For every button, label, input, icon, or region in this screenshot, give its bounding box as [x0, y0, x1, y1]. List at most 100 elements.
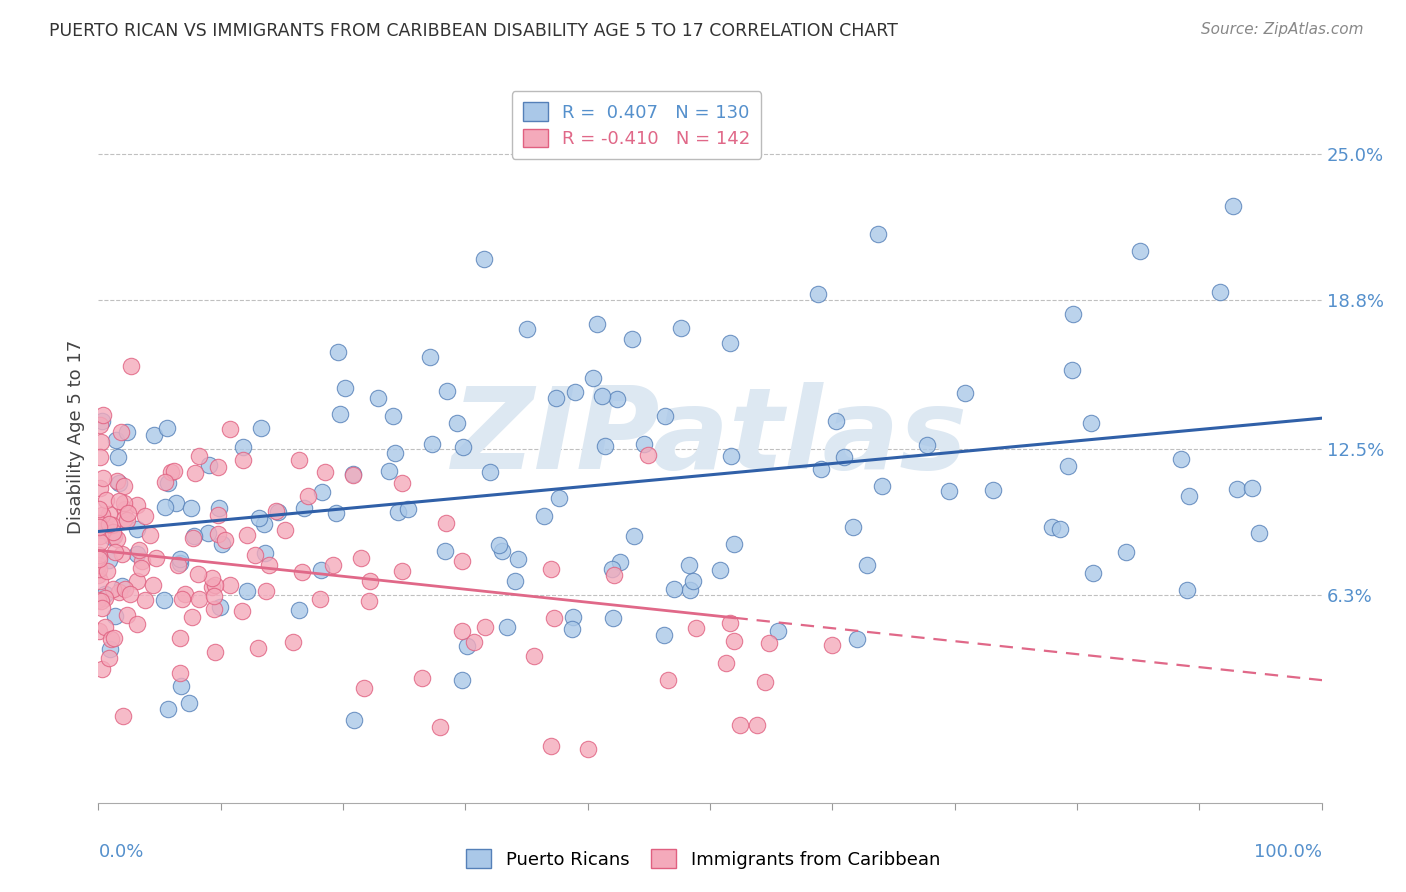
Point [163, 464, 186, 478]
Point [125, 547, 148, 561]
Point [602, 611, 624, 625]
Point [170, 591, 193, 606]
Point [115, 607, 138, 622]
Point [152, 593, 174, 607]
Point [204, 645, 226, 659]
Point [866, 227, 889, 241]
Point [600, 561, 623, 575]
Point [131, 554, 153, 568]
Point [378, 464, 401, 478]
Point [105, 532, 128, 546]
Point [309, 591, 332, 606]
Point [114, 502, 136, 516]
Point [93, 591, 115, 606]
Point [842, 520, 865, 534]
Point [591, 388, 613, 402]
Point [564, 385, 586, 400]
Point [138, 528, 160, 542]
Point [112, 496, 135, 510]
Point [723, 634, 745, 648]
Point [201, 580, 224, 594]
Point [720, 335, 742, 350]
Point [546, 392, 568, 406]
Point [235, 528, 257, 542]
Point [391, 475, 413, 490]
Point [503, 574, 526, 588]
Point [981, 483, 1004, 497]
Y-axis label: Disability Age 5 to 17: Disability Age 5 to 17 [66, 340, 84, 534]
Point [516, 322, 538, 336]
Point [91, 409, 114, 423]
Point [103, 529, 125, 543]
Point [508, 551, 530, 566]
Point [264, 503, 287, 517]
Point [451, 673, 474, 687]
Point [274, 523, 297, 537]
Point [709, 563, 731, 577]
Point [184, 466, 207, 480]
Point [917, 438, 939, 452]
Point [754, 674, 776, 689]
Point [586, 318, 609, 332]
Point [87, 524, 110, 538]
Point [955, 386, 977, 401]
Point [446, 416, 468, 430]
Point [281, 635, 304, 649]
Point [98, 516, 121, 531]
Point [436, 384, 458, 398]
Point [728, 718, 751, 732]
Point [309, 563, 332, 577]
Point [207, 527, 229, 541]
Point [235, 584, 257, 599]
Point [1115, 545, 1137, 559]
Point [322, 558, 344, 573]
Point [214, 533, 236, 547]
Point [183, 531, 205, 545]
Point [145, 550, 167, 565]
Legend: R =  0.407   N = 130, R = -0.410   N = 142: R = 0.407 N = 130, R = -0.410 N = 142 [512, 91, 762, 159]
Point [602, 568, 624, 582]
Text: PUERTO RICAN VS IMMIGRANTS FROM CARIBBEAN DISABILITY AGE 5 TO 17 CORRELATION CHA: PUERTO RICAN VS IMMIGRANTS FROM CARIBBEA… [49, 22, 898, 40]
Point [197, 525, 219, 540]
Point [543, 611, 565, 625]
Point [766, 624, 789, 639]
Point [367, 391, 389, 405]
Point [329, 408, 352, 422]
Point [166, 558, 188, 573]
Point [98, 651, 121, 665]
Point [89, 481, 111, 495]
Point [187, 566, 209, 581]
Point [157, 701, 180, 715]
Point [232, 441, 254, 455]
Point [91, 471, 114, 485]
Point [246, 640, 269, 655]
Text: ZIPatlas: ZIPatlas [451, 382, 969, 492]
Point [129, 561, 152, 575]
Point [523, 649, 546, 664]
Point [343, 713, 366, 727]
Point [208, 500, 231, 515]
Point [201, 570, 224, 584]
Point [633, 437, 655, 451]
Point [496, 620, 519, 634]
Point [100, 518, 122, 533]
Point [231, 453, 253, 467]
Point [134, 509, 156, 524]
Point [669, 320, 692, 334]
Point [662, 582, 685, 597]
Point [1057, 458, 1080, 473]
Point [297, 489, 319, 503]
Point [107, 450, 129, 464]
Point [125, 522, 148, 536]
Point [314, 465, 336, 479]
Point [463, 635, 485, 649]
Point [87, 520, 110, 534]
Point [89, 594, 111, 608]
Point [288, 602, 311, 616]
Point [101, 525, 124, 540]
Point [107, 493, 129, 508]
Point [657, 673, 679, 687]
Point [250, 420, 273, 434]
Point [846, 632, 869, 647]
Point [685, 621, 707, 635]
